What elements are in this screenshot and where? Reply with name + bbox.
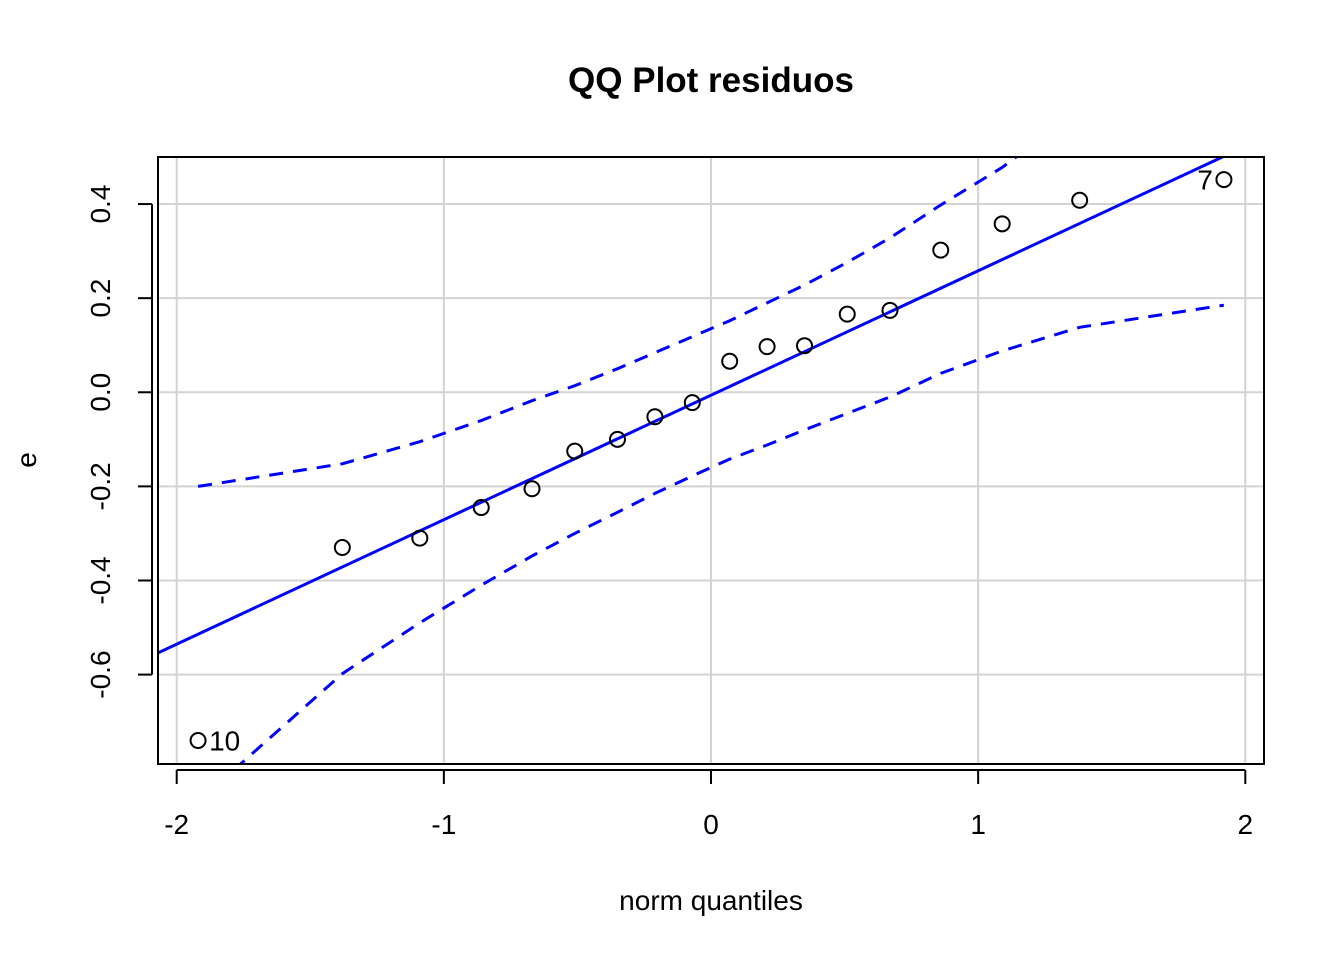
y-tick-label: 0.0 <box>85 373 116 412</box>
data-point <box>411 529 429 547</box>
data-point <box>566 442 584 460</box>
data-point <box>881 301 899 319</box>
y-tick-label: -0.4 <box>85 556 116 604</box>
data-point <box>472 499 490 517</box>
x-tick-label: 1 <box>970 809 986 840</box>
data-point <box>608 430 626 448</box>
data-point <box>333 539 351 557</box>
x-tick-label: 0 <box>703 809 719 840</box>
data-point <box>993 215 1011 233</box>
x-tick-label: -2 <box>164 809 189 840</box>
data-point <box>523 480 541 498</box>
lower-confidence-envelope <box>238 303 1225 764</box>
data-point <box>796 337 814 355</box>
chart-title: QQ Plot residuos <box>568 61 854 100</box>
plot-area <box>158 157 1233 764</box>
data-point <box>1071 191 1089 209</box>
grid <box>158 157 1264 764</box>
data-point <box>758 338 776 356</box>
upper-confidence-envelope <box>197 157 1019 488</box>
data-point <box>683 394 701 412</box>
x-tick-label: -1 <box>431 809 456 840</box>
reference-line <box>158 157 1226 655</box>
y-tick-label: -0.6 <box>85 650 116 698</box>
y-tick-label: 0.2 <box>85 279 116 318</box>
data-point <box>932 241 950 259</box>
data-point <box>1215 171 1233 189</box>
point-label: 10 <box>209 725 240 756</box>
y-axis-label: e <box>11 452 42 468</box>
y-tick-label: 0.4 <box>85 185 116 224</box>
x-axis: -2 -1 0 1 2 <box>164 769 1254 840</box>
y-tick-label: -0.2 <box>85 462 116 510</box>
data-point <box>721 352 739 370</box>
plot-frame <box>157 156 1265 765</box>
data-point <box>838 305 856 323</box>
data-point <box>189 731 207 749</box>
x-axis-label: norm quantiles <box>619 885 803 916</box>
y-axis: -0.6 -0.4 -0.2 0.0 0.2 0.4 <box>85 185 153 699</box>
data-point <box>646 408 664 426</box>
point-labels: 10 7 <box>209 165 1213 757</box>
point-label: 7 <box>1197 165 1213 196</box>
x-tick-label: 2 <box>1238 809 1254 840</box>
